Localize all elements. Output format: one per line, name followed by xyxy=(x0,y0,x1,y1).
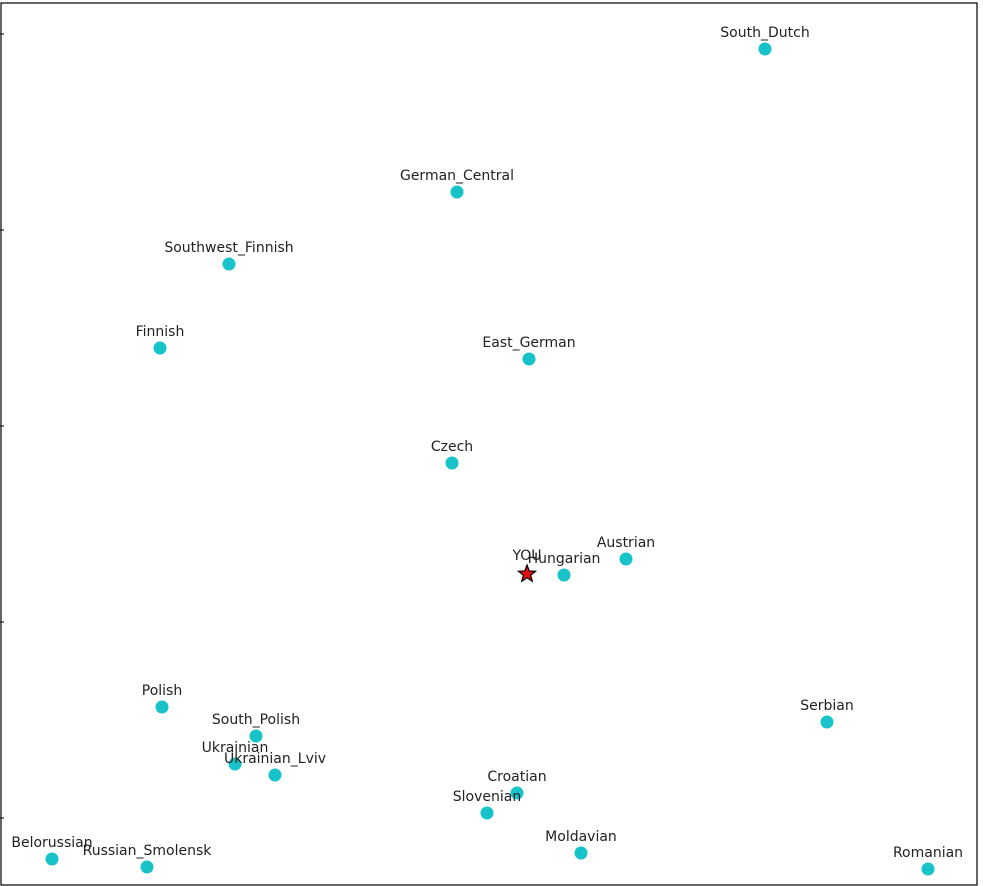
point-label: German_Central xyxy=(400,168,514,184)
data-point xyxy=(522,352,536,366)
point-label: Ukrainian xyxy=(202,740,269,756)
point-label: Austrian xyxy=(597,535,655,551)
data-point xyxy=(155,700,169,714)
point-label: Polish xyxy=(142,683,182,699)
point-label: Croatian xyxy=(487,769,546,785)
point-label: Southwest_Finnish xyxy=(164,240,293,256)
point-label: Serbian xyxy=(800,698,853,714)
data-point xyxy=(222,257,236,271)
point-label: South_Dutch xyxy=(720,25,809,41)
data-point xyxy=(268,768,282,782)
data-point xyxy=(153,341,167,355)
point-label: Russian_Smolensk xyxy=(83,843,213,859)
point-label: Slovenian xyxy=(453,789,521,805)
point-label: Hungarian xyxy=(528,551,601,567)
point-label: Finnish xyxy=(136,324,185,340)
point-label: East_German xyxy=(482,335,575,351)
data-point xyxy=(445,456,459,470)
data-point xyxy=(820,715,834,729)
data-point xyxy=(574,846,588,860)
point-label: South_Polish xyxy=(212,712,300,728)
data-points xyxy=(45,42,935,876)
data-point xyxy=(450,185,464,199)
point-label: Moldavian xyxy=(545,829,617,845)
data-point xyxy=(510,786,524,800)
point-label: Czech xyxy=(431,439,473,455)
data-point xyxy=(557,568,571,582)
point-label: Romanian xyxy=(893,845,963,861)
data-point xyxy=(45,852,59,866)
data-point xyxy=(140,860,154,874)
point-label: YOU xyxy=(511,548,541,564)
data-point xyxy=(619,552,633,566)
data-point xyxy=(228,757,242,771)
point-label: Belorussian xyxy=(11,835,92,851)
point-label: Ukrainian_Lviv xyxy=(224,751,326,767)
data-labels: South_Dutch German_Central Southwest_Finni… xyxy=(11,25,963,861)
data-point xyxy=(249,729,263,743)
highlight-star-marker xyxy=(516,563,538,583)
y-axis-ticks xyxy=(0,33,4,819)
data-point xyxy=(480,806,494,820)
data-point xyxy=(921,862,935,876)
data-point xyxy=(758,42,772,56)
